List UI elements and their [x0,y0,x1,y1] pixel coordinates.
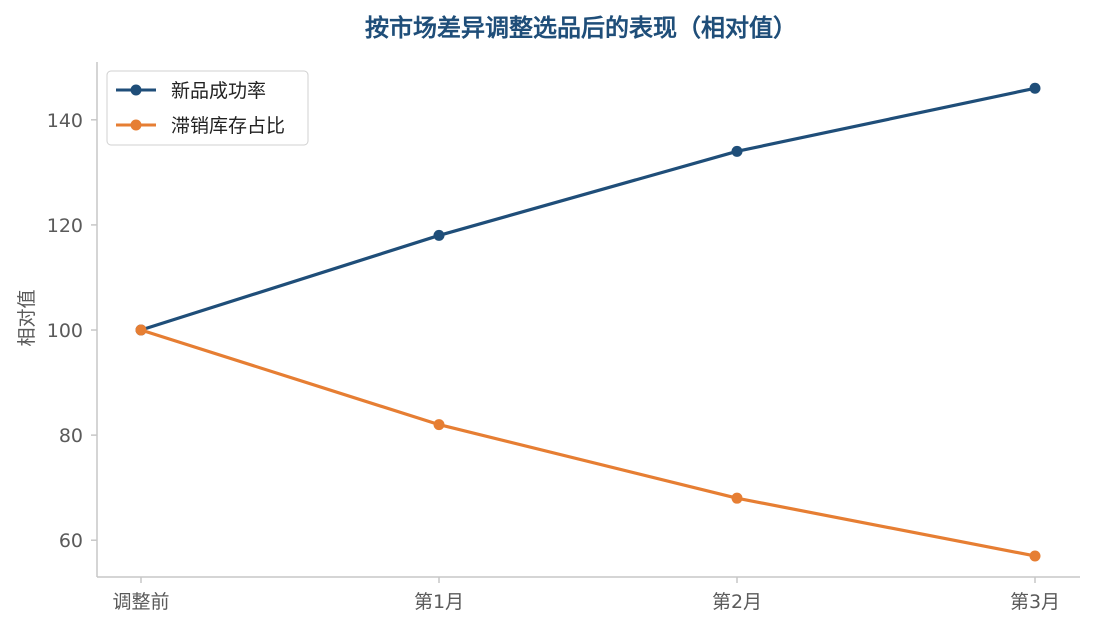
legend-box [106,70,309,146]
series-0-point-1 [433,229,445,241]
y-tick-label: 60 [59,530,83,552]
series-0-point-3 [1029,82,1041,94]
series-1-point-1 [433,419,445,431]
legend-marker-series-1 [130,119,142,131]
series-1-point-2 [731,492,743,504]
series-layer [135,82,1041,562]
y-tick-label: 120 [47,215,83,237]
chart-title: 按市场差异调整选品后的表现（相对值） [365,14,797,42]
x-ticks: 调整前 第1月 第2月 第3月 [112,577,1060,613]
legend: 新品成功率 滞销库存占比 [106,70,309,146]
series-0-point-2 [731,145,743,157]
y-tick-label: 100 [47,320,83,342]
y-ticks: 60 80 100 120 140 [47,110,97,552]
series-line-0 [139,86,1037,332]
y-tick-label: 80 [59,425,83,447]
y-axis-label: 相对值 [16,289,38,346]
x-tick-label: 第2月 [712,591,762,613]
x-tick-label: 调整前 [112,591,169,613]
y-tick-label: 140 [47,110,83,132]
series-1-point-0 [135,324,147,336]
legend-label-series-0: 新品成功率 [171,80,266,102]
x-tick-label: 第1月 [414,591,464,613]
series-line-1 [139,328,1037,558]
legend-marker-series-0 [130,84,142,96]
series-1-point-3 [1029,550,1041,562]
legend-label-series-1: 滞销库存占比 [171,115,285,137]
x-tick-label: 第3月 [1010,591,1060,613]
